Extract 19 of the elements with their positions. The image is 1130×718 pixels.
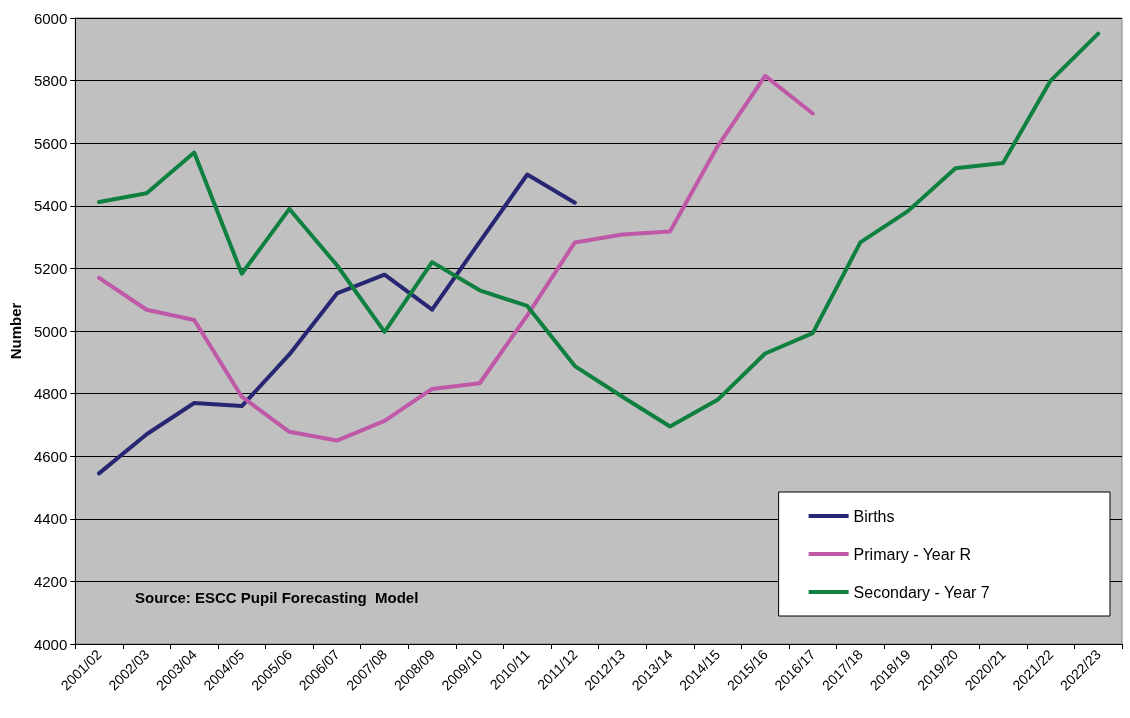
y-tick-label: 4600 (33, 447, 68, 465)
legend-label: Births (853, 507, 895, 525)
legend-label: Primary - Year R (853, 545, 971, 563)
legend-label: Secondary - Year 7 (853, 583, 990, 601)
annotation: Source: ESCC Pupil Forecasting Model (135, 589, 419, 606)
y-tick-label: 5400 (33, 197, 68, 215)
y-tick-label: 5000 (33, 322, 68, 340)
y-axis-title: Number (7, 302, 24, 360)
y-tick-label: 4000 (33, 635, 68, 653)
line-series (97, 172, 577, 476)
y-tick-label: 4400 (33, 510, 68, 528)
y-tick-label: 4800 (33, 385, 68, 403)
line-series (97, 31, 1101, 429)
y-tick-label: 5800 (33, 72, 68, 90)
y-tick-label: 6000 (33, 9, 68, 27)
y-tick-label: 5200 (33, 259, 68, 277)
y-tick-label: 5600 (33, 134, 68, 152)
y-tick-label: 4200 (33, 572, 68, 590)
line-series (97, 73, 815, 443)
